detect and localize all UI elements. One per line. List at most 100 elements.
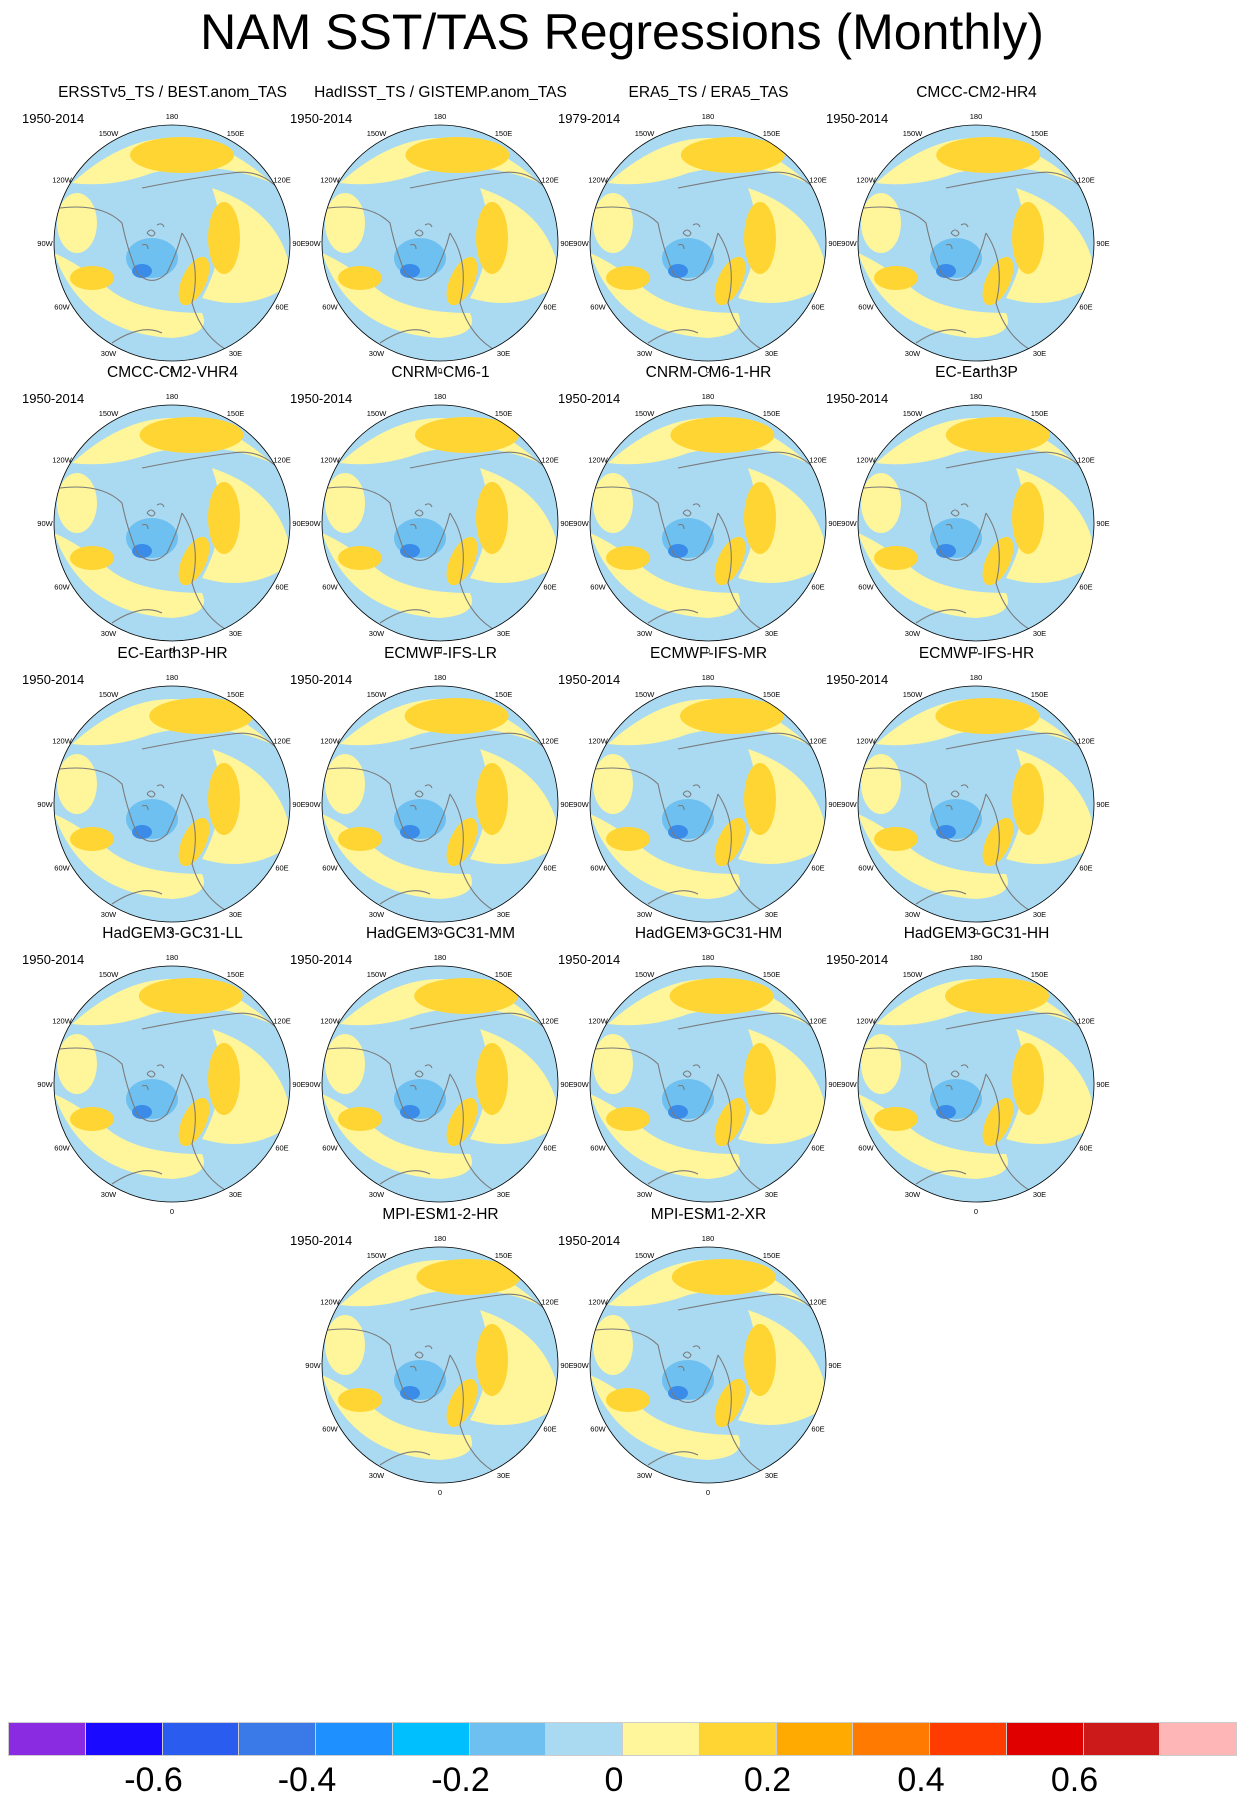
longitude-label: 150W [635, 129, 656, 138]
longitude-label: 120E [1077, 1017, 1095, 1026]
longitude-label: 90E [828, 519, 841, 528]
polar-stereographic-map: 180 150E 120E 90E 60E 30E 0 30W 60W 90W 120W 150W [573, 392, 841, 655]
longitude-label: 90W [573, 1080, 589, 1089]
longitude-label: 90W [573, 800, 589, 809]
longitude-label: 150W [99, 129, 120, 138]
longitude-label: 120E [273, 737, 291, 746]
longitude-label: 30E [229, 629, 242, 638]
longitude-label: 120E [1077, 456, 1095, 465]
longitude-label: 150W [903, 690, 924, 699]
panel-period: 1950-2014 [290, 111, 353, 126]
panel-period: 1950-2014 [558, 952, 621, 967]
colorbar [8, 1722, 1237, 1758]
longitude-label: 60E [543, 583, 556, 592]
longitude-label: 120W [588, 176, 609, 185]
map-panel: CMCC-CM2-VHR4 180 150E 120E 90E 60E 30E 0 30W 60W… [20, 364, 325, 684]
longitude-label: 30E [229, 1190, 242, 1199]
longitude-label: 90W [37, 1080, 53, 1089]
colorbar-swatch [84, 1722, 163, 1756]
longitude-label: 120W [588, 1298, 609, 1307]
panel-period: 1950-2014 [290, 391, 353, 406]
longitude-label: 90E [560, 800, 573, 809]
longitude-label: 30E [1033, 629, 1046, 638]
longitude-label: 60W [54, 583, 70, 592]
panel-title: HadGEM3-GC31-MM [366, 925, 515, 942]
longitude-label: 0 [438, 1488, 442, 1497]
longitude-label: 0 [974, 1207, 978, 1216]
longitude-label: 30E [497, 349, 510, 358]
longitude-label: 120E [541, 456, 559, 465]
colorbar-swatch [929, 1722, 1007, 1756]
longitude-label: 60W [590, 1144, 606, 1153]
longitude-label: 60W [54, 864, 70, 873]
longitude-label: 150W [367, 690, 388, 699]
longitude-label: 0 [706, 1488, 710, 1497]
longitude-label: 120W [320, 176, 341, 185]
map-panel: CNRM-CM6-1-HR 180 150E 120E 90E 60E 30E 0 30W 60W… [556, 364, 861, 684]
longitude-label: 120E [541, 1017, 559, 1026]
longitude-label: 30E [497, 910, 510, 919]
colorbar-swatch [238, 1722, 316, 1756]
longitude-label: 90W [841, 519, 857, 528]
panel-period: 1950-2014 [826, 952, 889, 967]
colorbar-swatch [315, 1722, 393, 1756]
longitude-label: 60W [54, 303, 70, 312]
longitude-label: 150E [495, 129, 513, 138]
longitude-label: 90E [560, 1361, 573, 1370]
colorbar-tick-label: -0.2 [431, 1761, 490, 1799]
longitude-label: 30W [369, 1471, 385, 1480]
map-panel: EC-Earth3P-HR 180 150E 120E 90E 60E 30E 0 30W 60W… [20, 645, 325, 965]
panel-period: 1979-2014 [558, 111, 621, 126]
longitude-label: 90E [560, 239, 573, 248]
longitude-label: 30W [905, 349, 921, 358]
longitude-label: 180 [434, 392, 447, 401]
longitude-label: 150E [1031, 690, 1049, 699]
colorbar-swatch [622, 1722, 700, 1756]
longitude-label: 180 [434, 1234, 447, 1243]
panel-title: CMCC-CM2-HR4 [916, 84, 1037, 101]
colorbar-swatch [391, 1722, 470, 1756]
polar-stereographic-map: 180 150E 120E 90E 60E 30E 0 30W 60W 90W 120W 150W [573, 673, 841, 936]
longitude-label: 150E [227, 690, 245, 699]
longitude-label: 30E [497, 1190, 510, 1199]
longitude-label: 90W [305, 239, 321, 248]
longitude-label: 120E [809, 737, 827, 746]
longitude-label: 60W [322, 864, 338, 873]
longitude-label: 60E [811, 1425, 824, 1434]
panel-period: 1950-2014 [22, 952, 85, 967]
longitude-label: 180 [970, 953, 983, 962]
polar-stereographic-map: 180 150E 120E 90E 60E 30E 0 30W 60W 90W 120W 150W [37, 112, 305, 375]
polar-stereographic-map: 180 150E 120E 90E 60E 30E 0 30W 60W 90W 120W 150W [573, 953, 841, 1216]
longitude-label: 0 [170, 366, 174, 375]
longitude-label: 150W [903, 970, 924, 979]
longitude-label: 60E [275, 864, 288, 873]
longitude-label: 180 [434, 673, 447, 682]
longitude-label: 30E [1033, 349, 1046, 358]
longitude-label: 30W [637, 910, 653, 919]
map-panel: CNRM-CM6-1 180 150E 120E 90E 60E 30E 0 30W 60W 90W… [288, 364, 593, 684]
longitude-label: 120E [273, 176, 291, 185]
longitude-label: 90E [560, 1080, 573, 1089]
longitude-label: 0 [438, 366, 442, 375]
longitude-label: 150W [635, 409, 656, 418]
colorbar-swatch [545, 1722, 623, 1756]
map-panel: HadGEM3-GC31-HM 180 150E 120E 90E 60E 30E 0 30W 6… [556, 925, 861, 1245]
longitude-label: 120W [52, 737, 73, 746]
panel-title: CMCC-CM2-VHR4 [107, 364, 238, 381]
longitude-label: 0 [974, 366, 978, 375]
panel-period: 1950-2014 [22, 111, 85, 126]
longitude-label: 150E [1031, 970, 1049, 979]
longitude-label: 90W [305, 800, 321, 809]
longitude-label: 120W [588, 1017, 609, 1026]
map-panel: ECMWF-IFS-LR 180 150E 120E 90E 60E 30E 0 30W 60W 9… [288, 645, 593, 965]
longitude-label: 150E [763, 1251, 781, 1260]
longitude-label: 120W [320, 456, 341, 465]
longitude-label: 150W [635, 970, 656, 979]
map-panel: ECMWF-IFS-HR 180 150E 120E 90E 60E 30E 0 30W 60W 9… [824, 645, 1129, 965]
longitude-label: 30E [765, 349, 778, 358]
longitude-label: 60E [275, 583, 288, 592]
longitude-label: 60W [590, 303, 606, 312]
colorbar-swatch [1159, 1722, 1237, 1756]
longitude-label: 90W [37, 239, 53, 248]
longitude-label: 30E [229, 910, 242, 919]
